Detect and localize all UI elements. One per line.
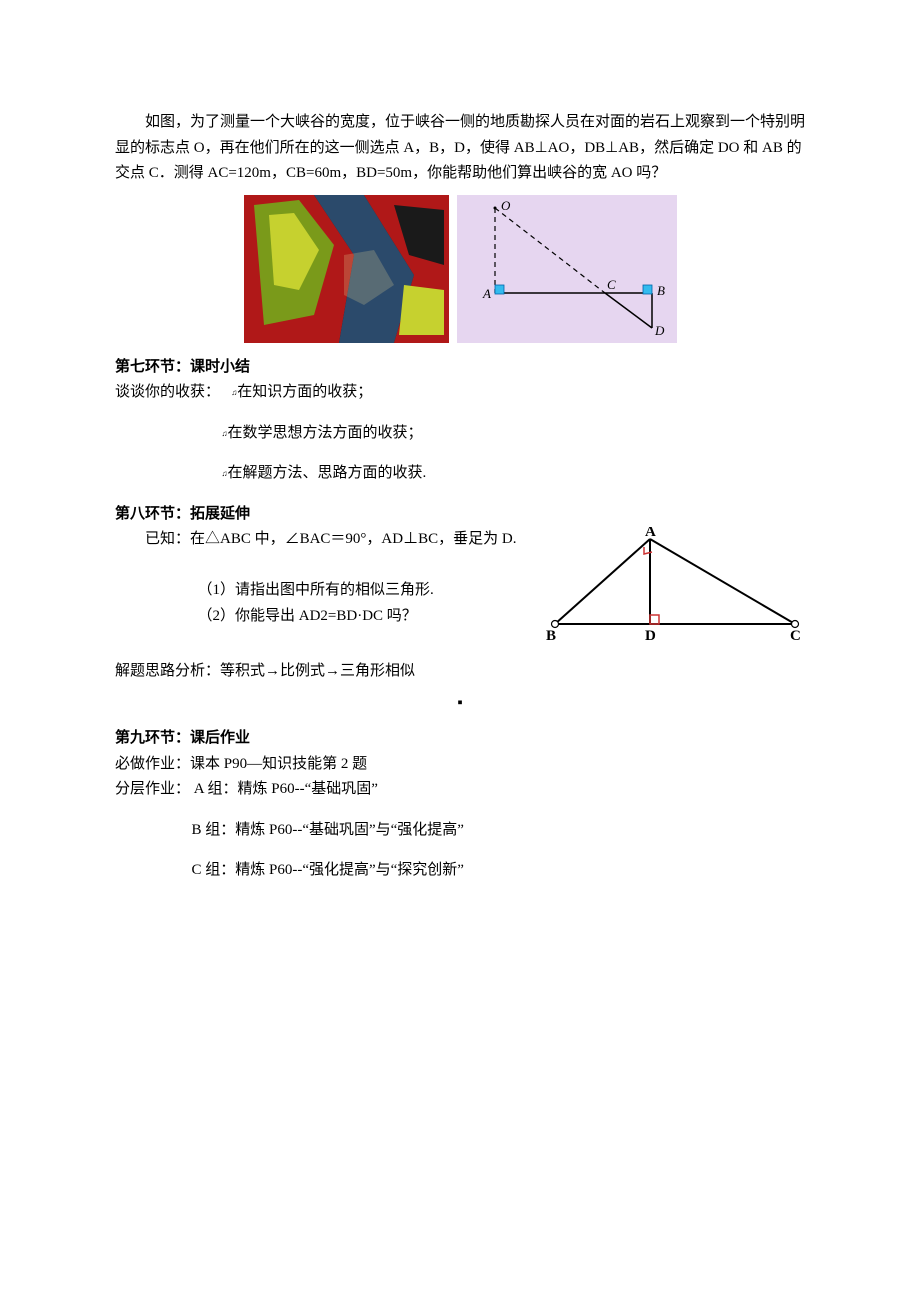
label-B: B bbox=[657, 283, 665, 298]
sec8-row: 已知：在△ABC 中，∠BAC＝90°，AD⊥BC，垂足为 D. （1）请指出图… bbox=[115, 527, 805, 647]
sec7-lead-line: 谈谈你的收获： ♫在知识方面的收获； bbox=[115, 380, 805, 406]
sec7-lead: 谈谈你的收获： bbox=[115, 384, 220, 400]
sec7-item-2: 在解题方法、思路方面的收获. bbox=[228, 465, 427, 481]
sec9-tiered-line: 分层作业： A 组：精炼 P60--“基础巩固” bbox=[115, 777, 805, 803]
sec7-item-1: 在数学思想方法方面的收获； bbox=[228, 425, 423, 441]
sec7-line-2: ♫在解题方法、思路方面的收获. bbox=[115, 461, 805, 487]
tri-label-B: B bbox=[546, 628, 556, 644]
sec8-given: 已知：在△ABC 中，∠BAC＝90°，AD⊥BC，垂足为 D. bbox=[115, 527, 530, 553]
sec8-title: 第八环节：拓展延伸 bbox=[115, 502, 805, 528]
sec9-tiered-lead: 分层作业： bbox=[115, 781, 190, 797]
sec9-tier-0: A 组：精炼 P60--“基础巩固” bbox=[194, 781, 378, 797]
sec9-title: 第九环节：课后作业 bbox=[115, 726, 805, 752]
label-D: D bbox=[654, 323, 665, 338]
sec8-q1: （1）请指出图中所有的相似三角形. bbox=[115, 578, 530, 604]
sec9-tier-1: B 组：精炼 P60--“基础巩固”与“强化提高” bbox=[115, 818, 805, 844]
sec8-hint: 解题思路分析：等积式→比例式→三角形相似 bbox=[115, 659, 805, 685]
label-O: O bbox=[501, 198, 511, 213]
geometry-diagram-1: O A C B D bbox=[457, 195, 677, 343]
intro-paragraph: 如图，为了测量一个大峡谷的宽度，位于峡谷一侧的地质勘探人员在对面的岩石上观察到一… bbox=[115, 110, 805, 187]
sec7-line-1: ♫在数学思想方法方面的收获； bbox=[115, 421, 805, 447]
label-C: C bbox=[607, 277, 616, 292]
canyon-photo bbox=[244, 195, 449, 343]
label-A: A bbox=[482, 286, 491, 301]
tri-label-A: A bbox=[645, 527, 656, 540]
figure-row: O A C B D bbox=[115, 195, 805, 343]
page: 如图，为了测量一个大峡谷的宽度，位于峡谷一侧的地质勘探人员在对面的岩石上观察到一… bbox=[0, 0, 920, 1302]
tri-label-D: D bbox=[645, 628, 656, 644]
sec7-title: 第七环节：课时小结 bbox=[115, 355, 805, 381]
footer-dot: ▪ bbox=[115, 691, 805, 717]
sec7-item-0: 在知识方面的收获； bbox=[237, 384, 372, 400]
tri-label-C: C bbox=[790, 628, 801, 644]
sec8-q2: （2）你能导出 AD2=BD·DC 吗？ bbox=[115, 604, 530, 630]
sec9-tier-2: C 组：精炼 P60--“强化提高”与“探究创新” bbox=[115, 858, 805, 884]
sec9-required: 必做作业：课本 P90—知识技能第 2 题 bbox=[115, 752, 805, 778]
triangle-diagram: A B C D bbox=[540, 527, 805, 647]
